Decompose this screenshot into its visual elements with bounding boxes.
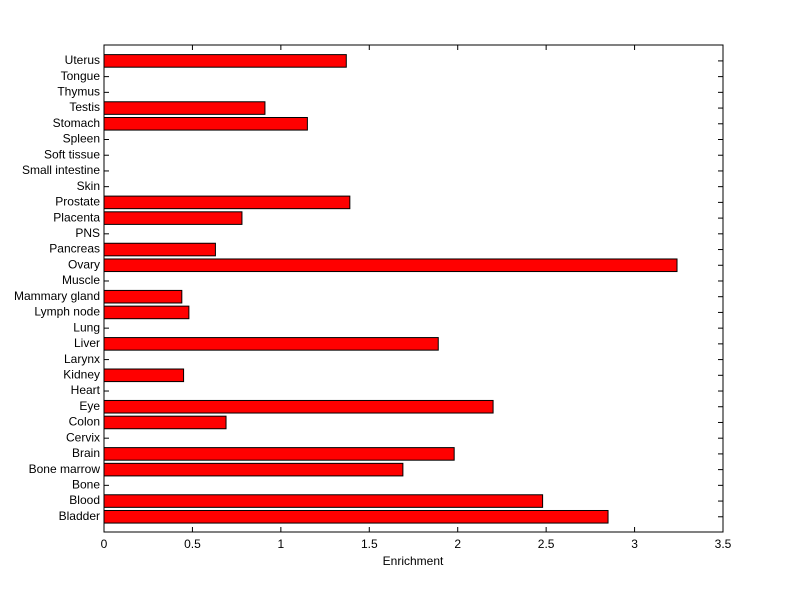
y-tick-label: Bone marrow (29, 462, 101, 476)
y-tick-label: Testis (69, 100, 100, 114)
y-tick-label: Placenta (53, 210, 100, 224)
y-tick-label: Bone (72, 478, 100, 492)
bar (103, 54, 347, 68)
bar (103, 447, 455, 461)
y-tick-label: Blood (69, 493, 100, 507)
y-tick-label: Soft tissue (44, 147, 100, 161)
x-tick-label: 2.5 (538, 537, 555, 551)
y-tick-label: Prostate (55, 195, 100, 209)
y-tick-label: Brain (72, 446, 100, 460)
y-tick-label: Tongue (61, 69, 101, 83)
x-tick-label: 1 (278, 537, 285, 551)
y-tick-label: Lymph node (34, 305, 100, 319)
x-axis-label: Enrichment (383, 554, 444, 568)
y-tick-label: Pancreas (49, 242, 100, 256)
bar (103, 415, 227, 430)
y-tick-label: Heart (71, 383, 101, 397)
y-tick-label: Cervix (66, 430, 100, 444)
bar (103, 305, 190, 320)
x-tick-label: 3.5 (715, 537, 732, 551)
bar (103, 242, 216, 257)
y-tick-label: Colon (69, 415, 100, 429)
y-tick-label: Stomach (53, 116, 100, 130)
bar (103, 101, 266, 115)
x-tick-label: 3 (631, 537, 638, 551)
bar (103, 368, 185, 383)
y-tick-label: Small intestine (22, 163, 100, 177)
y-tick-label: Muscle (62, 273, 100, 287)
x-tick-label: 0.5 (184, 537, 201, 551)
bar (103, 289, 183, 304)
y-tick-label: Larynx (64, 352, 100, 366)
y-tick-label: Liver (74, 336, 100, 350)
bar (103, 462, 404, 477)
y-tick-label: Kidney (63, 367, 100, 381)
x-tick-label: 2 (454, 537, 461, 551)
bar (103, 116, 308, 131)
x-tick-label: 1.5 (361, 537, 378, 551)
y-tick-label: Uterus (65, 53, 100, 67)
y-tick-label: Lung (73, 320, 100, 334)
y-tick-label: Bladder (59, 509, 100, 523)
bar (103, 509, 609, 524)
y-tick-label: Ovary (68, 257, 100, 271)
bar (103, 494, 544, 508)
y-tick-label: Spleen (63, 132, 100, 146)
x-tick-label: 0 (101, 537, 108, 551)
y-tick-label: Mammary gland (14, 289, 100, 303)
bar (103, 195, 351, 210)
y-tick-label: Eye (79, 399, 100, 413)
y-tick-label: Skin (77, 179, 100, 193)
y-tick-label: Thymus (57, 85, 100, 99)
bar (103, 211, 243, 225)
bar (103, 258, 678, 273)
bar (103, 399, 494, 414)
bar (103, 337, 439, 351)
y-tick-label: PNS (75, 226, 100, 240)
